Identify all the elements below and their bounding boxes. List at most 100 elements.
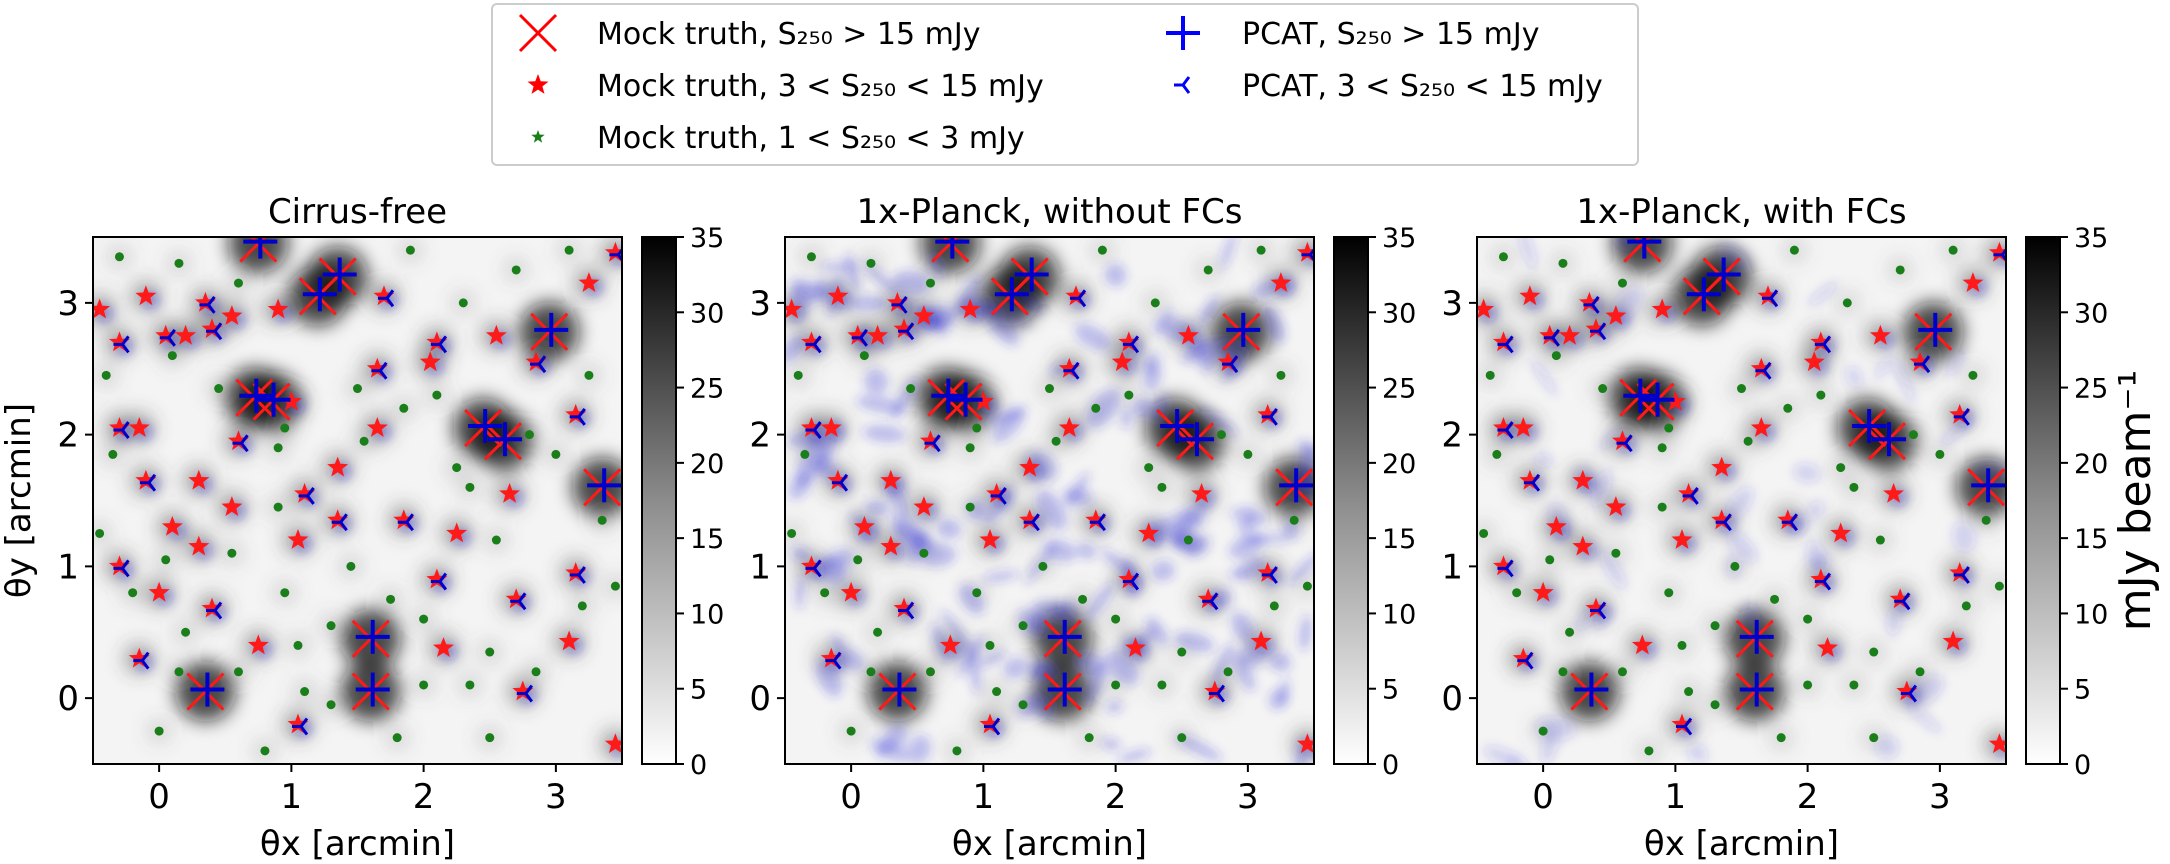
pcat-bright-source [1014,257,1049,292]
truth-faint-source [294,482,316,503]
truth-dim-source [1097,245,1107,255]
truth-faint-source [109,417,130,437]
cirrus-blob [870,738,911,762]
pcat-faint-source [1023,513,1040,532]
truth-dim-source [1836,463,1846,473]
y-tick-label: 2 [749,416,771,456]
truth-faint-source [1493,417,1514,437]
pcat-faint-source [113,421,130,439]
pcat-bright-source [355,672,390,707]
truth-faint-source [1519,285,1541,306]
pcat-faint-source [1523,473,1541,492]
pcat-bright-source [1179,422,1214,457]
pcat-faint-source [825,651,842,670]
truth-faint-source [913,496,935,516]
pcat-bright-source [1627,237,1662,259]
truth-dim-source [1018,621,1028,631]
truth-faint-source [393,509,415,530]
truth-dim-source [972,588,982,598]
pcat-faint-source [206,322,223,341]
cirrus-blob [849,296,888,311]
truth-faint-source [525,351,547,372]
truth-dim-source [1968,370,1978,380]
truth-dim-source [1038,561,1048,571]
truth-faint-source [972,390,994,411]
truth-faint-source [820,417,842,437]
pcat-faint-source [898,601,915,620]
pcat-bright-source [1574,672,1609,707]
cirrus-blob [929,252,945,277]
pcat-bright-source [1918,312,1953,347]
colorbar-tick-label: 20 [690,449,724,480]
truth-dim-source [1479,528,1489,538]
truth-faint-source [1296,241,1314,262]
truth-dim-source [419,680,429,690]
truth-dim-source [1498,252,1508,262]
truth-dim-source [405,245,415,255]
truth-dim-source [1183,535,1193,545]
truth-faint-source [366,357,388,378]
truth-faint-source [1949,403,1971,424]
truth-dim-source [1644,746,1654,756]
y-tick-label: 2 [57,416,79,456]
cirrus-blob [865,500,890,516]
truth-dim-source [359,436,369,446]
truth-faint-source [485,324,507,345]
cirrus-blob [790,279,827,302]
truth-dim-source [1538,726,1548,736]
truth-faint-source [1869,324,1891,345]
legend-label: Mock truth, 3 < S₂₅₀ < 15 mJy [597,69,1044,104]
truth-dim-source [1617,667,1627,677]
truth-faint-source [327,509,349,530]
pcat-faint-source [113,335,130,354]
pcat-faint-source [1894,592,1911,611]
truth-dim-source [1849,482,1859,492]
truth-dim-source [101,370,111,380]
truth-dim-source [1730,561,1740,571]
cirrus-blob [1073,651,1106,676]
truth-dim-source [1598,384,1608,394]
truth-dim-source [273,502,283,512]
truth-dim-source [820,588,830,598]
truth-dim-source [1664,423,1674,433]
truth-dim-source [465,680,475,690]
cirrus-blob [908,735,931,764]
truth-faint-source [446,522,468,543]
truth-dim-source [326,700,336,710]
truth-faint-source [1493,555,1514,576]
truth-faint-source [1191,482,1212,503]
truth-faint-source [1532,581,1554,602]
truth-faint-source [867,324,888,345]
cirrus-blob [1030,688,1055,720]
colorbar-gradient [641,236,677,765]
cirrus-blob [856,396,905,414]
truth-faint-source [893,318,915,339]
x-tick-label: 0 [1532,777,1554,817]
plot-frame [92,236,623,765]
x-tick-label: 2 [413,777,435,817]
truth-dim-source [1551,351,1561,361]
truth-faint-source [1118,568,1140,589]
colorbar-tick-label: 10 [1382,599,1416,630]
pcat-bright-source [239,378,274,413]
truth-faint-source [604,733,622,754]
truth-faint-source [155,324,177,345]
pcat-bright-source [355,619,390,654]
cirrus-blob [919,544,957,567]
pcat-faint-source [1761,289,1779,308]
truth-dim-source [1803,680,1813,690]
cirrus-blob [795,575,805,610]
plot-frame [1476,236,2007,765]
truth-faint-source [505,588,527,609]
truth-faint-source [1585,318,1607,339]
cirrus-blob [1104,263,1127,287]
truth-faint-source [267,298,289,319]
truth-faint-source [1909,351,1931,372]
cirrus-blob [1121,407,1131,430]
truth-dim-source [1684,687,1694,697]
cirrus-blob [1228,533,1265,559]
cirrus-blob [1530,359,1558,396]
pcat-bright-source [243,237,278,259]
pcat-faint-source [1202,592,1219,611]
truth-faint-source [109,555,130,576]
